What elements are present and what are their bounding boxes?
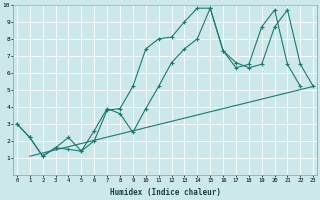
X-axis label: Humidex (Indice chaleur): Humidex (Indice chaleur) (109, 188, 220, 197)
